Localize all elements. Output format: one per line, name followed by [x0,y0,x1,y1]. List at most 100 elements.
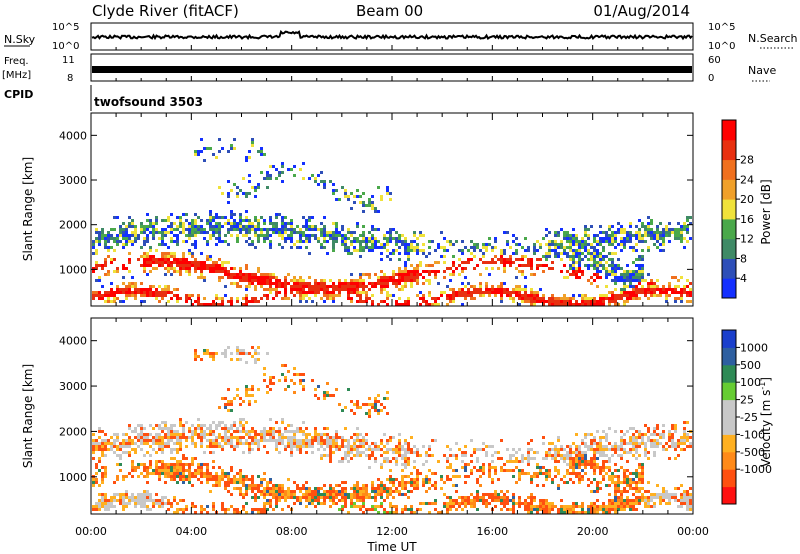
scatter-cell [242,451,245,454]
scatter-cell [509,258,512,261]
scatter-cell [434,502,437,505]
scatter-cell [269,246,272,249]
scatter-cell [413,273,416,276]
scatter-cell [158,466,161,469]
scatter-cell [317,496,320,499]
scatter-cell [161,505,164,508]
scatter-cell [239,225,242,228]
scatter-cell [608,228,611,231]
scatter-cell [185,469,188,472]
scatter-cell [179,448,182,451]
scatter-cell [131,466,134,469]
scatter-cell [140,499,143,502]
scatter-cell [209,451,212,454]
scatter-cell [389,490,392,493]
scatter-cell [617,228,620,231]
scatter-cell [272,288,275,291]
scatter-cell [209,490,212,493]
scatter-cell [236,300,239,303]
scatter-cell [428,279,431,282]
scatter-cell [533,451,536,454]
scatter-cell [251,496,254,499]
scatter-cell [395,478,398,481]
scatter-cell [365,403,368,406]
scatter-cell [665,442,668,445]
scatter-cell [308,216,311,219]
scatter-cell [455,490,458,493]
scatter-cell [92,481,95,484]
scatter-cell [524,291,527,294]
scatter-cell [284,237,287,240]
scatter-cell [653,291,656,294]
scatter-cell [509,297,512,300]
scatter-cell [383,285,386,288]
scatter-cell [365,297,368,300]
scatter-cell [242,273,245,276]
scatter-cell [677,222,680,225]
scatter-cell [341,225,344,228]
scatter-cell [527,511,530,514]
scatter-cell [653,234,656,237]
scatter-cell [368,412,371,415]
scatter-cell [500,297,503,300]
scatter-cell [632,445,635,448]
scatter-cell [596,511,599,514]
scatter-cell [152,222,155,225]
scatter-cell [125,291,128,294]
scatter-cell [194,243,197,246]
scatter-cell [356,484,359,487]
scatter-cell [626,499,629,502]
scatter-cell [371,300,374,303]
scatter-cell [638,466,641,469]
scatter-cell [395,237,398,240]
scatter-cell [422,243,425,246]
scatter-cell [251,279,254,282]
scatter-cell [299,439,302,442]
scatter-cell [635,291,638,294]
scatter-cell [509,246,512,249]
scatter-cell [623,439,626,442]
scatter-cell [143,228,146,231]
scatter-cell [500,499,503,502]
scatter-cell [194,267,197,270]
scatter-cell [359,505,362,508]
scatter-cell [662,496,665,499]
scatter-cell [122,499,125,502]
scatter-cell [152,427,155,430]
scatter-cell [686,294,689,297]
scatter-cell [356,237,359,240]
scatter-cell [353,487,356,490]
scatter-cell [548,511,551,514]
scatter-cell [404,273,407,276]
scatter-cell [554,466,557,469]
scatter-cell [521,300,524,303]
scatter-cell [311,174,314,177]
scatter-cell [158,460,161,463]
scatter-cell [659,231,662,234]
scatter-cell [146,481,149,484]
scatter-cell [329,394,332,397]
scatter-cell [425,475,428,478]
scatter-cell [620,225,623,228]
scatter-cell [551,240,554,243]
scatter-cell [203,147,206,150]
scatter-cell [263,502,266,505]
scatter-cell [314,282,317,285]
scatter-cell [371,442,374,445]
scatter-cell [524,499,527,502]
scatter-cell [227,508,230,511]
scatter-cell [128,427,131,430]
scatter-cell [170,472,173,475]
scatter-cell [590,508,593,511]
scatter-cell [533,300,536,303]
scatter-cell [587,249,590,252]
scatter-cell [638,237,641,240]
scatter-cell [380,409,383,412]
scatter-cell [92,246,95,249]
scatter-cell [527,460,530,463]
scatter-cell [170,261,173,264]
scatter-cell [629,484,632,487]
scatter-cell [137,433,140,436]
scatter-cell [191,502,194,505]
scatter-cell [299,291,302,294]
